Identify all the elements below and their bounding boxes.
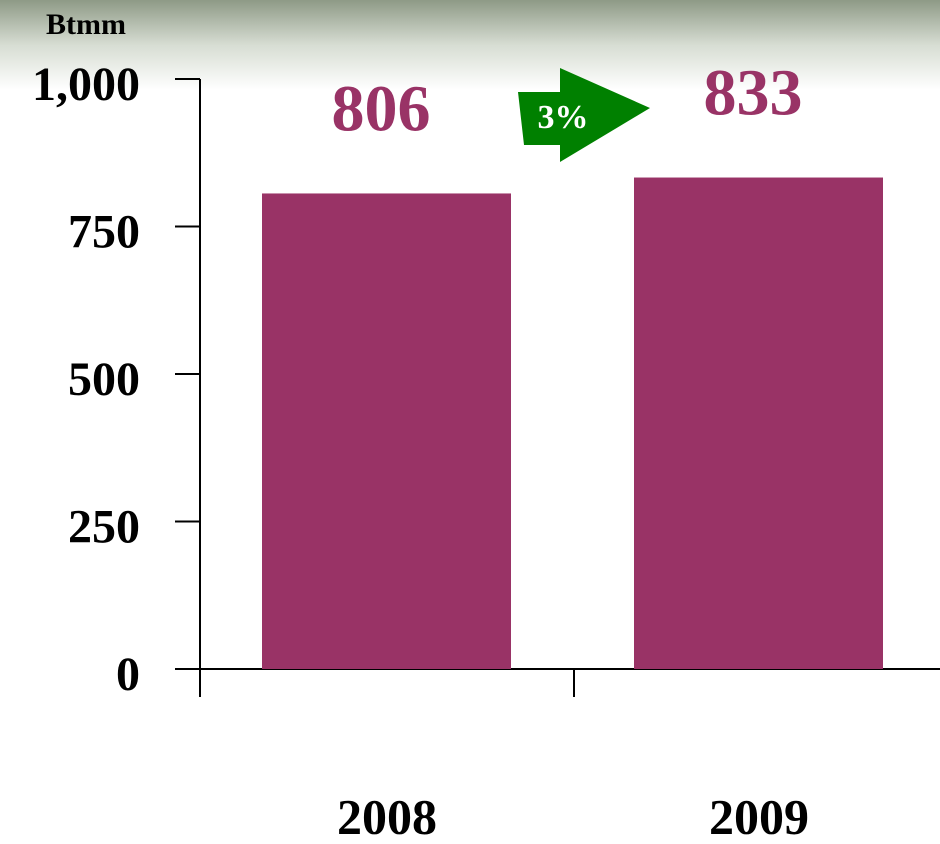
change-annotation: 3% [538,99,589,136]
header-texture [0,0,940,90]
x-tick-label: 2008 [337,788,437,844]
change-arrow [518,68,650,162]
y-tick-label: 750 [68,206,140,259]
x-tick-label: 2009 [709,788,809,844]
y-tick-label: 500 [68,353,140,406]
y-tick-label: 0 [116,648,140,701]
value-label: 806 [332,73,431,146]
y-tick-label: 1,000 [32,58,140,111]
bar [262,193,511,669]
y-axis-label: Btmm [46,8,126,41]
bar [634,177,883,669]
value-label: 833 [704,57,803,130]
y-tick-label: 250 [68,501,140,554]
